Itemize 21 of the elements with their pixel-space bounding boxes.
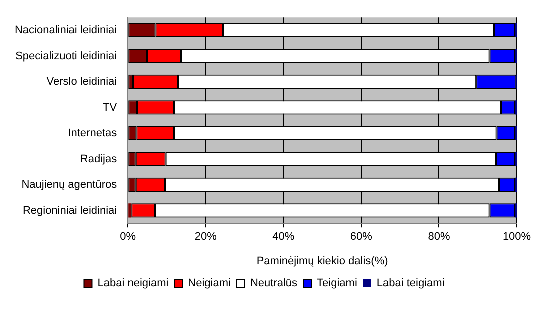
y-tick-label: Radijas bbox=[80, 153, 118, 166]
legend-label: Neigiami bbox=[188, 278, 231, 290]
y-tick-label: Verslo leidiniai bbox=[46, 76, 118, 88]
y-tick-label: Specializuoti leidiniai bbox=[16, 50, 118, 62]
y-tick-label: Regioniniai leidiniai bbox=[22, 204, 118, 217]
x-tick-label: 100% bbox=[502, 231, 532, 244]
y-tick-label: Naujienų agentūros bbox=[22, 179, 118, 192]
legend-label: Labai neigiami bbox=[98, 278, 169, 290]
y-tick-label: Internetas bbox=[68, 128, 118, 140]
legend-label: Neutralūs bbox=[250, 278, 298, 290]
x-axis-title: Paminėjimų kiekio dalis(%) bbox=[256, 255, 388, 268]
y-tick-label: TV bbox=[103, 102, 118, 114]
y-tick-label: Nacionaliniai leidiniai bbox=[14, 24, 118, 37]
x-tick-label: 20% bbox=[194, 231, 218, 244]
x-tick-label: 60% bbox=[350, 231, 373, 244]
x-tick-label: 80% bbox=[428, 231, 450, 244]
x-tick-label: 40% bbox=[272, 231, 295, 244]
legend-label: Labai teigiami bbox=[376, 278, 445, 290]
legend-label: Teigiami bbox=[317, 278, 358, 290]
bar bbox=[128, 204, 132, 218]
x-tick-label: 0% bbox=[120, 231, 136, 244]
